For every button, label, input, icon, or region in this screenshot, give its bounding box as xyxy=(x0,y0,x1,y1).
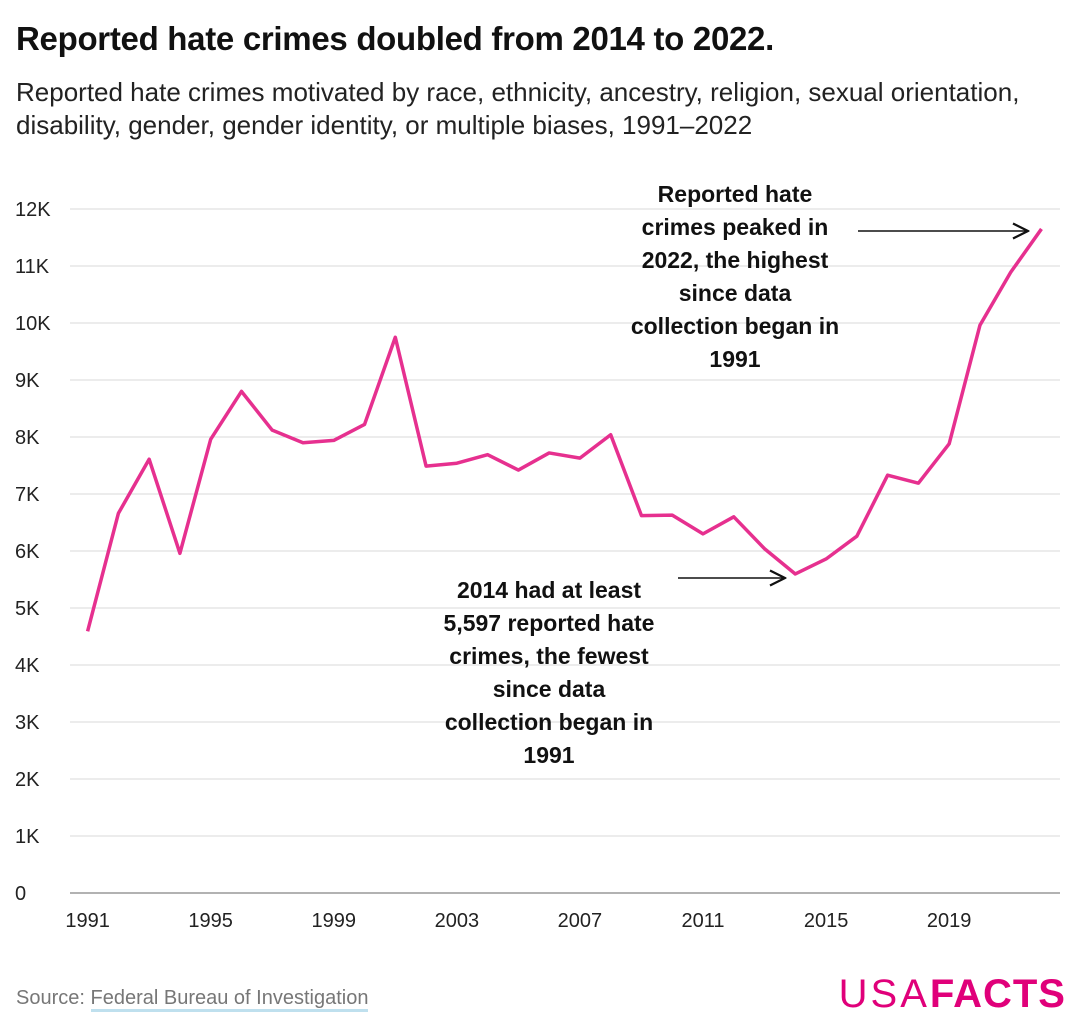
x-tick-label: 1991 xyxy=(65,910,110,932)
chart-subtitle: Reported hate crimes motivated by race, … xyxy=(16,77,1020,140)
x-tick-label: 2019 xyxy=(927,910,972,932)
logo-facts: FACTS xyxy=(929,972,1066,1016)
annotation-line: 2014 had at least xyxy=(456,577,642,603)
y-tick-label: 5K xyxy=(15,598,40,620)
y-tick-label: 10K xyxy=(15,313,51,335)
annotation-line: 1991 xyxy=(709,346,761,372)
annotation-line: crimes peaked in xyxy=(641,214,829,240)
y-tick-label: 3K xyxy=(15,712,40,734)
y-tick-label: 0 xyxy=(15,883,26,905)
x-tick-label: 1995 xyxy=(188,910,233,932)
y-tick-label: 11K xyxy=(15,256,50,278)
annotation-line: Reported hate xyxy=(657,181,813,207)
chart-title: Reported hate crimes doubled from 2014 t… xyxy=(16,20,774,57)
y-tick-label: 7K xyxy=(15,484,40,506)
annotation-peak: Reported hate crimes peaked in 2022, the h… xyxy=(595,178,875,376)
annotation-line: 2022, the highest xyxy=(641,247,829,273)
x-tick-label: 2015 xyxy=(804,910,849,932)
logo-usa: USA xyxy=(838,972,930,1016)
y-tick-label: 4K xyxy=(15,655,40,677)
annotation-line: collection began in xyxy=(444,709,654,735)
annotation-line: since data xyxy=(678,280,792,306)
usafacts-logo: USAFACTS xyxy=(839,972,1066,1017)
series-line xyxy=(85,227,1043,632)
y-tick-label: 12K xyxy=(15,199,51,221)
x-tick-label: 2003 xyxy=(435,910,480,932)
annotation-line: 1991 xyxy=(523,742,575,768)
line-chart: 0 1K 2K 3K 4K 5K 6K 7K 8K 9K 10K 11K 12K 1991 1995 1999… xyxy=(15,199,1060,932)
source-link[interactable]: Federal Bureau of Investigation xyxy=(90,987,369,1012)
x-tick-label: 2011 xyxy=(681,910,724,932)
annotation-line: collection began in xyxy=(630,313,840,339)
source-label: Source: xyxy=(16,987,85,1009)
y-tick-label: 1K xyxy=(15,826,40,848)
annotation-line: crimes, the fewest xyxy=(449,643,649,669)
x-tick-label: 1999 xyxy=(312,910,357,932)
y-tick-label: 8K xyxy=(15,427,40,449)
source-note: Source: Federal Bureau of Investigation xyxy=(16,987,369,1012)
annotation-low: 2014 had at least 5,597 reported hate crim… xyxy=(399,574,699,772)
y-tick-label: 6K xyxy=(15,541,40,563)
y-tick-label: 2K xyxy=(15,769,40,791)
y-tick-label: 9K xyxy=(15,370,40,392)
x-tick-label: 2007 xyxy=(558,910,603,932)
annotation-line: 5,597 reported hate xyxy=(443,610,655,636)
annotation-line: since data xyxy=(492,676,606,702)
